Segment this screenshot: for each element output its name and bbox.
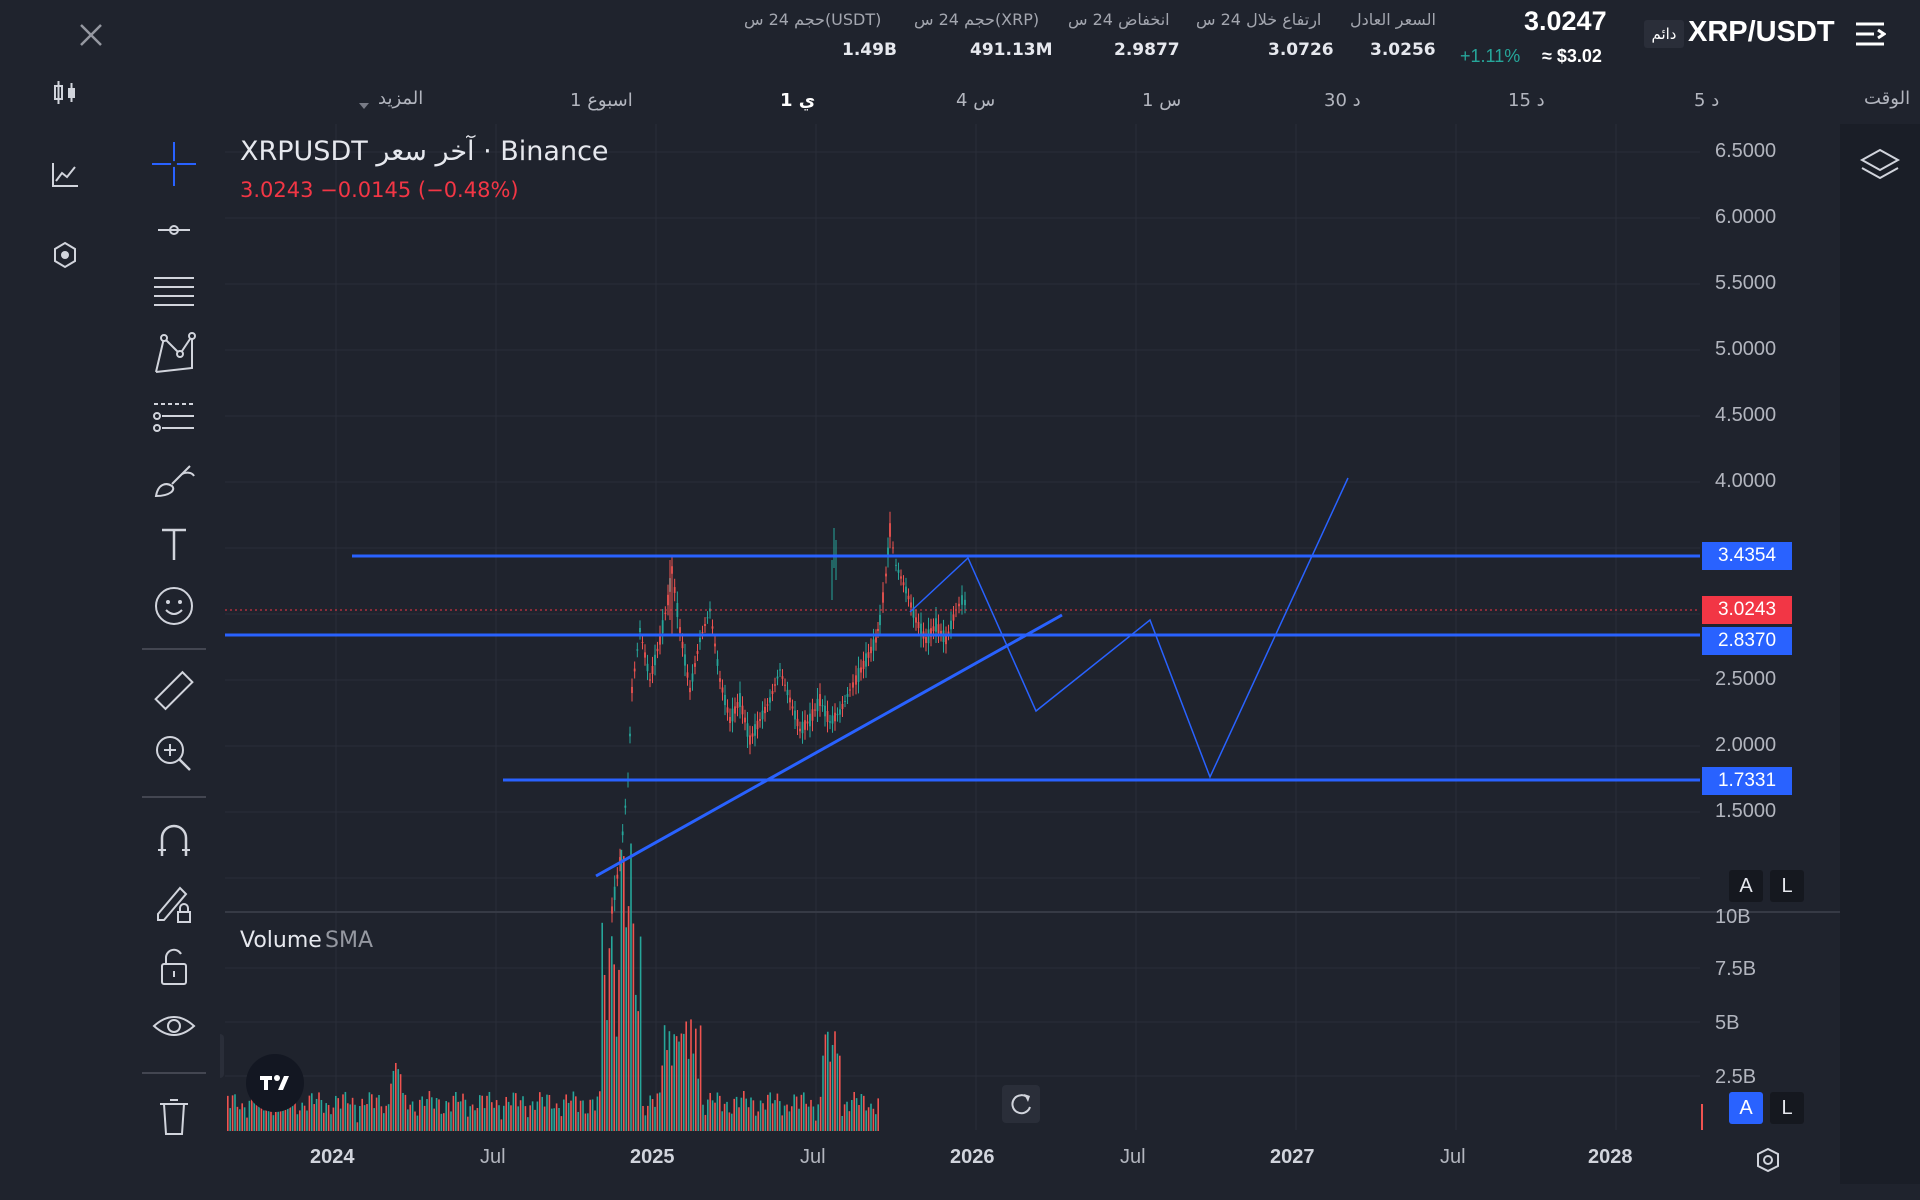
- auto-scale-button-volume[interactable]: A: [1729, 1092, 1763, 1124]
- stat-value: 491.13M: [970, 40, 1053, 60]
- time-axis-tick: Jul: [800, 1146, 826, 1168]
- trend-line-icon[interactable]: [148, 204, 200, 256]
- price-tag-last: 3.0243: [1702, 596, 1792, 624]
- chart-legend-values: 3.0243 −0.0145 (−0.48%): [240, 178, 519, 202]
- drawing-toolbar: [128, 124, 220, 1184]
- volume-axis-tick: 2.5B: [1715, 1066, 1757, 1088]
- symbol-name[interactable]: XRP/USDT: [1688, 16, 1835, 48]
- reset-chart-icon[interactable]: [1002, 1085, 1040, 1123]
- stat-value: 2.9877: [1114, 40, 1180, 60]
- price-axis-tick: 5.5000: [1715, 272, 1777, 294]
- trend-line: [595, 613, 1063, 878]
- stat-label: السعر العادل: [1350, 10, 1436, 29]
- time-axis-tick: 2026: [950, 1146, 995, 1168]
- log-scale-button[interactable]: L: [1770, 870, 1804, 902]
- volume-ma-label: SMA: [325, 928, 373, 953]
- auto-scale-button[interactable]: A: [1729, 870, 1763, 902]
- eye-icon[interactable]: [148, 1002, 200, 1054]
- zoom-in-icon[interactable]: [148, 728, 200, 780]
- tradingview-logo-icon[interactable]: [246, 1054, 304, 1112]
- log-scale-button-volume[interactable]: L: [1770, 1092, 1804, 1124]
- brush-icon[interactable]: [148, 454, 200, 506]
- volume-label: Volume: [240, 928, 322, 953]
- stat-label: انخفاض 24 س: [1068, 10, 1170, 29]
- unlock-icon[interactable]: [148, 940, 200, 992]
- price-axis-tick: 2.0000: [1715, 734, 1777, 756]
- projection-path: [909, 477, 1349, 779]
- right-panel: [1840, 124, 1920, 1184]
- chevron-down-icon: [358, 96, 370, 109]
- close-icon[interactable]: [76, 20, 106, 50]
- menu-icon[interactable]: [1854, 18, 1887, 50]
- tab-30m[interactable]: 30 د: [1324, 90, 1361, 111]
- ruler-icon[interactable]: [148, 666, 200, 718]
- stat-label: حجم 24 س(USDT): [744, 10, 882, 29]
- fib-icon[interactable]: [148, 266, 200, 318]
- time-axis-tick: 2024: [310, 1146, 355, 1168]
- time-axis-tick: 2028: [1588, 1146, 1633, 1168]
- volume-axis-tick: 10B: [1715, 906, 1751, 928]
- chart-legend-title: XRPUSDT آخر سعر · Binance: [240, 136, 609, 167]
- pattern-icon[interactable]: [148, 328, 200, 380]
- left-rail: ‹: [0, 0, 224, 1200]
- lock-drawing-icon[interactable]: [148, 876, 200, 928]
- change-percent: +1.11%: [1460, 46, 1521, 66]
- time-axis-tick: 2027: [1270, 1146, 1315, 1168]
- stat-label: حجم 24 س(XRP): [914, 10, 1040, 29]
- candles-icon[interactable]: [50, 78, 80, 108]
- layers-icon[interactable]: [1858, 144, 1902, 188]
- stat-value: 1.49B: [842, 40, 897, 60]
- emoji-icon[interactable]: [148, 580, 200, 632]
- price-axis-tick: 5.0000: [1715, 338, 1777, 360]
- price-axis-tick: 2.5000: [1715, 668, 1777, 690]
- prediction-icon[interactable]: [148, 392, 200, 444]
- trash-icon[interactable]: [148, 1090, 200, 1142]
- price-axis-tick: 4.5000: [1715, 404, 1777, 426]
- tab-4h[interactable]: 4 س: [956, 90, 996, 111]
- usd-value: ≈ $3.02: [1542, 46, 1602, 66]
- price-axis-tick: 4.0000: [1715, 470, 1777, 492]
- contract-type-badge: دائم: [1644, 20, 1684, 48]
- tab-1d[interactable]: 1 ي: [780, 90, 816, 111]
- price-tag-lower: 1.7331: [1702, 767, 1792, 795]
- magnet-icon[interactable]: [148, 814, 200, 866]
- chart-settings-icon[interactable]: [1754, 1146, 1782, 1174]
- stat-value: 3.0256: [1370, 40, 1436, 60]
- indicators-icon[interactable]: [50, 160, 80, 190]
- tab-time[interactable]: الوقت: [1864, 88, 1911, 109]
- price-tag-resistance: 3.4354: [1702, 542, 1792, 570]
- price-axis-tick: 6.5000: [1715, 140, 1777, 162]
- volume-axis-tick: 7.5B: [1715, 958, 1757, 980]
- price-tag-support: 2.8370: [1702, 627, 1792, 655]
- last-price: 3.0247: [1524, 6, 1607, 36]
- time-axis-tick: Jul: [480, 1146, 506, 1168]
- time-axis-tick: Jul: [1440, 1146, 1466, 1168]
- time-axis-tick: Jul: [1120, 1146, 1146, 1168]
- tab-more[interactable]: المزيد: [378, 88, 424, 109]
- stat-label: ارتفاع خلال 24 س: [1196, 10, 1322, 29]
- price-axis-tick: 1.5000: [1715, 800, 1777, 822]
- tab-1h[interactable]: 1 س: [1142, 90, 1182, 111]
- crosshair-icon[interactable]: [148, 138, 200, 190]
- text-icon[interactable]: [148, 518, 200, 570]
- stat-value: 3.0726: [1268, 40, 1334, 60]
- tab-1w[interactable]: 1 اسبوع: [570, 90, 633, 111]
- tab-5m[interactable]: 5 د: [1694, 90, 1720, 111]
- volume-axis-tick: 5B: [1715, 1012, 1740, 1034]
- tab-15m[interactable]: 15 د: [1508, 90, 1545, 111]
- price-axis-tick: 6.0000: [1715, 206, 1777, 228]
- time-axis-tick: 2025: [630, 1146, 675, 1168]
- settings-icon[interactable]: [50, 240, 80, 270]
